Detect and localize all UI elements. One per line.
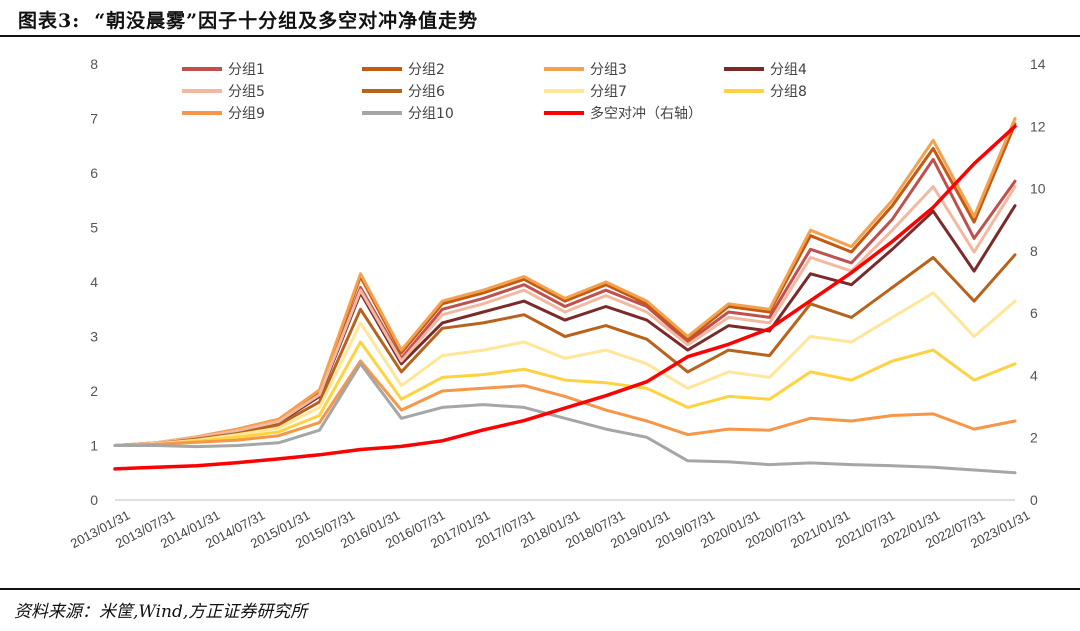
- legend-label-4: 分组4: [770, 62, 807, 78]
- right-axis-tick: 4: [1030, 367, 1038, 383]
- right-axis-tick: 2: [1030, 430, 1038, 446]
- series-line-8: [113, 340, 1017, 447]
- right-axis-tick: 6: [1030, 305, 1038, 321]
- legend-label-7: 分组7: [590, 84, 627, 100]
- series-line-5: [113, 185, 1017, 447]
- right-axis-tick: 8: [1030, 243, 1038, 259]
- right-axis-tick: 0: [1030, 492, 1038, 508]
- legend-label-5: 分组5: [228, 84, 265, 100]
- series-line-3: [113, 117, 1017, 447]
- series-line-10: [113, 362, 1017, 475]
- right-axis-tick: 14: [1030, 56, 1046, 72]
- legend-label-8: 分组8: [770, 84, 807, 100]
- left-axis-tick: 3: [90, 329, 98, 345]
- figure-title-text: “朝没晨雾”因子十分组及多空对冲净值走势: [94, 10, 479, 32]
- left-axis-tick: 4: [90, 274, 98, 290]
- legend-label-9: 分组9: [228, 106, 265, 122]
- left-axis-tick: 5: [90, 220, 98, 236]
- figure-title: 图表3: “朝没晨雾”因子十分组及多空对冲净值走势: [18, 6, 492, 33]
- legend-label-2: 分组2: [408, 62, 445, 78]
- series-line-6: [113, 253, 1017, 447]
- legend-label-10: 分组10: [408, 106, 454, 122]
- left-axis-tick: 0: [90, 492, 98, 508]
- source-note: 资料来源：米筐,Wind,方正证券研究所: [14, 602, 308, 622]
- left-axis-tick: 6: [90, 165, 98, 181]
- series-line-11: [113, 124, 1017, 471]
- left-axis-tick: 7: [90, 111, 98, 127]
- left-axis-tick: 8: [90, 56, 98, 72]
- left-axis-tick: 1: [90, 438, 98, 454]
- series-line-9: [113, 359, 1017, 447]
- left-axis-tick: 2: [90, 383, 98, 399]
- top-rule: [0, 35, 1080, 37]
- legend-label-1: 分组1: [228, 62, 265, 78]
- right-axis-tick: 12: [1030, 118, 1046, 134]
- chart: 012345678024681012142013/01/312013/07/31…: [68, 56, 1046, 551]
- legend-label-11: 多空对冲（右轴）: [590, 105, 702, 122]
- series-line-7: [113, 291, 1017, 447]
- right-axis-tick: 10: [1030, 181, 1046, 197]
- figure-label: 图表3:: [18, 10, 81, 32]
- legend-label-3: 分组3: [590, 62, 627, 78]
- legend-label-6: 分组6: [408, 84, 445, 100]
- bottom-rule: [0, 588, 1080, 590]
